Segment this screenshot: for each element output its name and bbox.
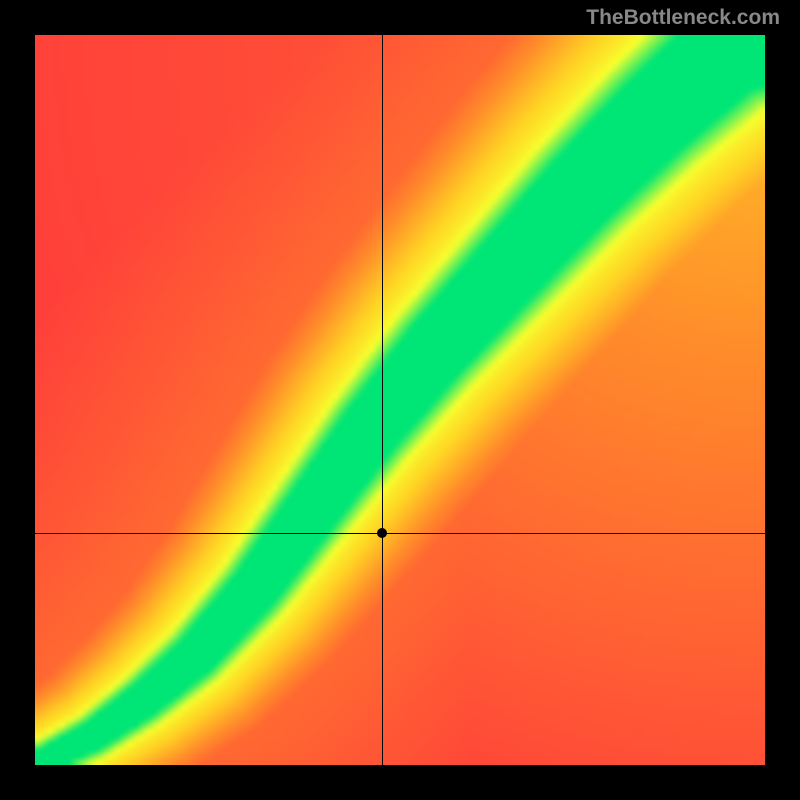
plot-area xyxy=(35,35,765,765)
crosshair-vertical xyxy=(382,35,383,765)
watermark-text: TheBottleneck.com xyxy=(586,6,780,30)
marker-dot xyxy=(377,528,387,538)
crosshair-horizontal xyxy=(35,533,765,534)
heatmap-canvas xyxy=(35,35,765,765)
